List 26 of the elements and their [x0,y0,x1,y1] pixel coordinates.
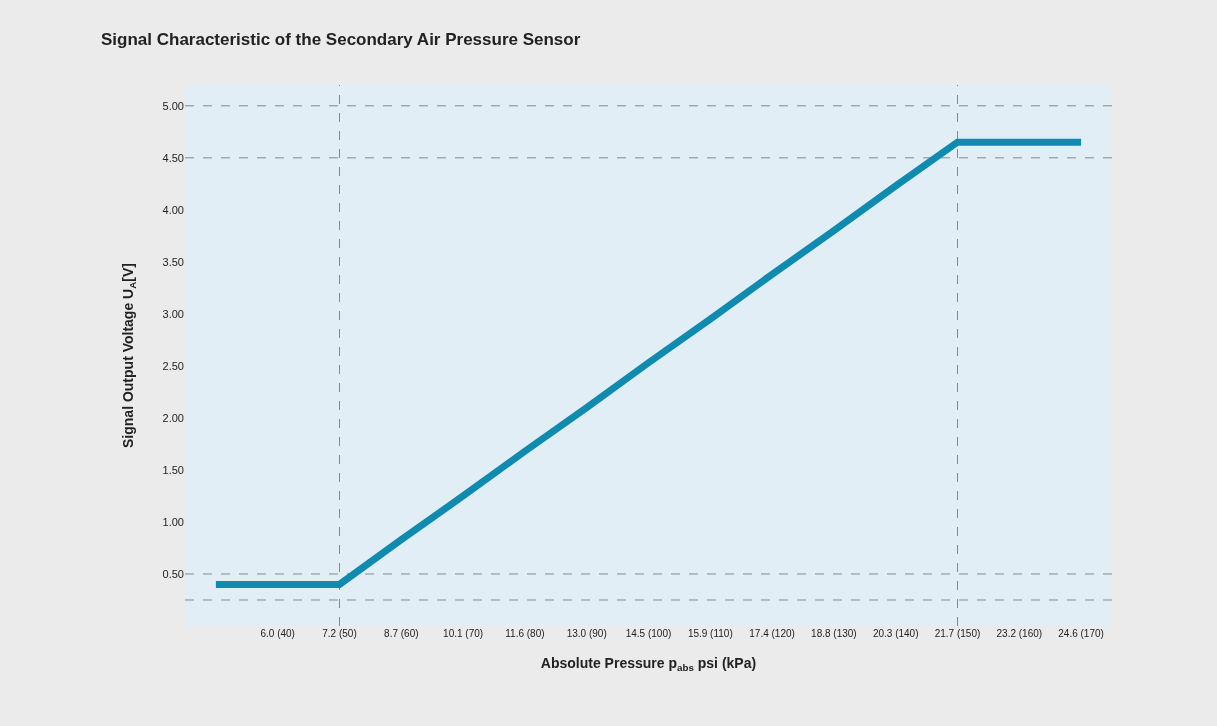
y-tick-label: 2.00 [162,411,184,424]
x-tick-label: 15.9 (110) [687,628,733,639]
x-tick-label: 10.1 (70) [443,628,484,639]
x-axis-title: Absolute Pressure p$_{abs}$ psi (kPa) [540,655,757,674]
x-tick-label: 13.0 (90) [566,628,607,639]
x-tick-label: 23.2 (160) [996,628,1043,639]
y-tick-label: 0.50 [162,567,184,580]
y-tick-label: 1.00 [162,515,184,528]
y-tick-label: 4.00 [162,203,184,216]
chart-title: Signal Characteristic of the Secondary Air Pressure Sensor [101,29,581,49]
x-tick-label: 11.6 (80) [505,628,545,639]
y-tick-label: 2.50 [162,359,184,372]
x-tick-label: 7.2 (50) [322,628,357,639]
x-tick-label: 6.0 (40) [260,628,295,639]
y-tick-label: 3.50 [162,255,184,268]
x-tick-label: 14.5 (100) [625,628,672,639]
x-tick-label: 20.3 (140) [872,628,919,639]
y-tick-label: 4.50 [162,151,184,164]
x-tick-label: 8.7 (60) [384,628,419,639]
y-tick-label: 5.00 [162,99,184,112]
y-tick-label: 3.00 [162,307,184,320]
x-tick-label: 17.4 (120) [749,628,795,639]
y-tick-label: 1.50 [162,463,184,476]
x-tick-label: 24.6 (170) [1058,628,1104,639]
x-tick-label: 21.7 (150) [934,628,981,639]
x-tick-label: 18.8 (130) [811,628,857,639]
